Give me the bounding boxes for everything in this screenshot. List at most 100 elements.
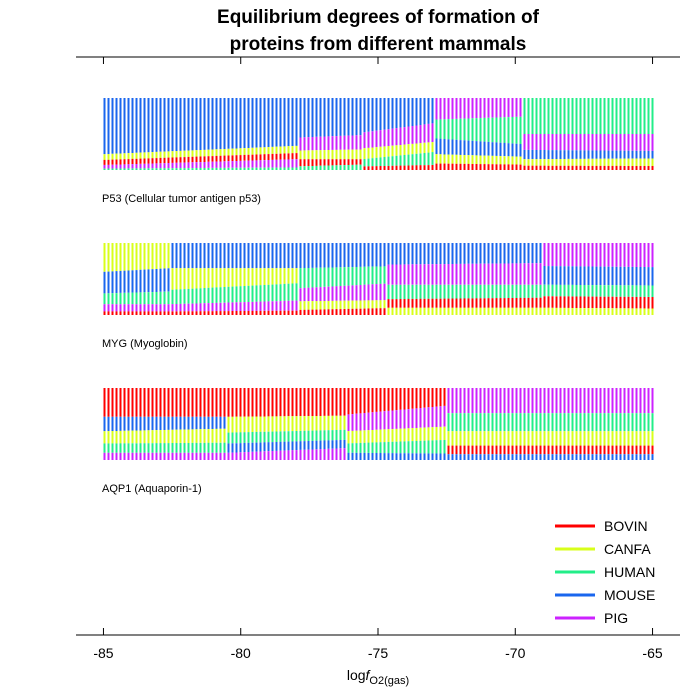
stripe-bovin (351, 308, 354, 315)
stripe-pig (355, 285, 358, 301)
stripe-human (431, 152, 434, 165)
stripe-pig (395, 128, 398, 146)
stripe-pig (279, 301, 282, 311)
stripe-canfa (163, 151, 166, 158)
stripe-human (263, 431, 266, 443)
stripe-pig (499, 98, 502, 118)
stripe-bovin (479, 164, 482, 170)
stripe-bovin (191, 311, 194, 315)
stripe-mouse (159, 268, 162, 292)
stripe-human (643, 285, 646, 297)
stripe-human (135, 168, 138, 170)
stripe-pig (227, 161, 230, 168)
stripe-canfa (139, 430, 142, 444)
stripe-mouse (311, 440, 314, 450)
stripe-bovin (151, 388, 154, 417)
stripe-canfa (399, 307, 402, 315)
stripe-pig (651, 134, 654, 151)
stripe-pig (403, 264, 406, 285)
stripe-mouse (415, 98, 418, 126)
stripe-canfa (367, 147, 370, 159)
stripe-pig (291, 159, 294, 168)
stripe-mouse (631, 150, 634, 159)
stripe-canfa (507, 156, 510, 165)
stripe-mouse (539, 150, 542, 160)
stripe-pig (359, 135, 362, 150)
stripe-canfa (215, 428, 218, 443)
stripe-bovin (367, 308, 370, 315)
stripe-canfa (459, 307, 462, 315)
stripe-bovin (331, 309, 334, 315)
stripe-canfa (247, 148, 250, 155)
stripe-bovin (127, 311, 130, 315)
stripe-bovin (119, 159, 122, 165)
stripe-canfa (195, 429, 198, 443)
stripe-mouse (515, 243, 518, 264)
stripe-human (243, 167, 246, 170)
stripe-mouse (155, 269, 158, 292)
stripe-mouse (255, 98, 258, 148)
stripe-pig (423, 264, 426, 285)
stripe-mouse (623, 150, 626, 159)
stripe-mouse (435, 453, 438, 460)
stripe-human (651, 285, 654, 297)
stripe-pig (367, 284, 370, 301)
stripe-human (351, 267, 354, 286)
stripe-human (503, 117, 506, 143)
stripe-pig (623, 388, 626, 414)
stripe-mouse (207, 243, 210, 269)
stripe-pig (179, 162, 182, 169)
stripe-canfa (359, 430, 362, 443)
stripe-pig (215, 161, 218, 168)
stripe-human (219, 287, 222, 303)
stripe-human (479, 413, 482, 432)
stripe-bovin (367, 388, 370, 413)
stripe-pig (283, 300, 286, 311)
stripe-mouse (635, 267, 638, 286)
stripe-pig (611, 134, 614, 151)
stripe-mouse (339, 440, 342, 449)
stripe-canfa (523, 307, 526, 315)
stripe-mouse (175, 98, 178, 152)
stripe-bovin (523, 165, 526, 170)
stripe-mouse (351, 243, 354, 268)
stripe-human (499, 413, 502, 432)
stripe-human (627, 98, 630, 134)
stripe-canfa (559, 307, 562, 315)
stripe-human (419, 284, 422, 299)
stripe-pig (207, 452, 210, 460)
stripe-human (511, 413, 514, 432)
stripe-mouse (395, 243, 398, 265)
stripe-pig (539, 263, 542, 285)
stripe-bovin (135, 388, 138, 417)
stripe-human (595, 98, 598, 134)
stripe-mouse (111, 416, 114, 431)
stripe-human (275, 167, 278, 170)
stripe-human (107, 168, 110, 170)
stripe-mouse (191, 416, 194, 430)
stripe-mouse (303, 243, 306, 268)
stripe-mouse (471, 454, 474, 460)
stripe-pig (355, 413, 358, 431)
stripe-pig (219, 161, 222, 168)
stripe-pig (139, 163, 142, 169)
stripe-human (291, 283, 294, 301)
stripe-pig (223, 452, 226, 460)
stripe-canfa (259, 147, 262, 155)
stripe-mouse (415, 243, 418, 265)
stripe-bovin (495, 164, 498, 170)
stripe-canfa (311, 150, 314, 160)
stripe-human (135, 443, 138, 453)
stripe-bovin (139, 311, 142, 315)
stripe-bovin (199, 156, 202, 163)
stripe-human (155, 292, 158, 305)
stripe-mouse (559, 454, 562, 460)
stripe-mouse (571, 454, 574, 460)
stripe-pig (523, 263, 526, 285)
stripe-pig (403, 127, 406, 145)
stripe-bovin (275, 310, 278, 315)
stripe-human (627, 285, 630, 297)
stripe-bovin (419, 298, 422, 308)
stripe-human (459, 413, 462, 432)
stripe-bovin (523, 445, 526, 455)
